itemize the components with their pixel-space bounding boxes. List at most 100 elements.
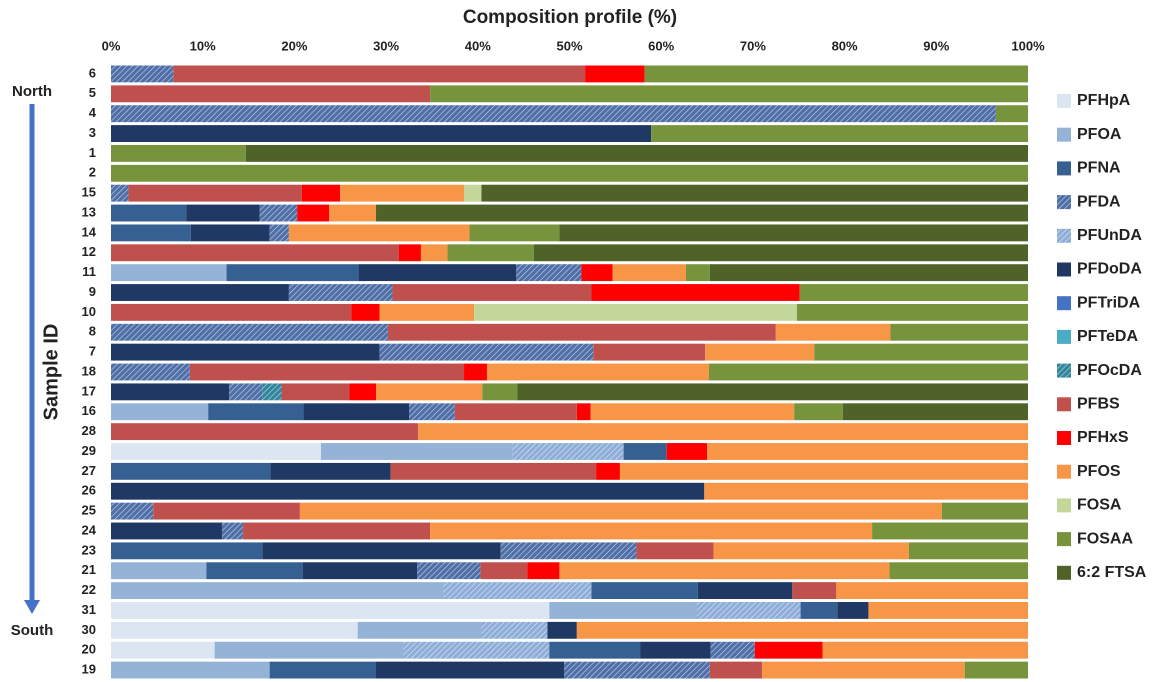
y-tick-label: 29 xyxy=(82,443,96,458)
bar-segment xyxy=(302,562,418,580)
bar-segment xyxy=(612,264,686,282)
bar-segment xyxy=(269,661,377,679)
bar-segment xyxy=(351,303,380,321)
bar-segment xyxy=(111,602,550,619)
y-tick-label: 7 xyxy=(89,344,96,359)
legend-swatch xyxy=(1057,262,1071,277)
bar-segment xyxy=(288,284,393,301)
y-tick-label: 8 xyxy=(89,324,96,339)
bar-segment xyxy=(581,264,613,282)
bar-segment xyxy=(549,602,697,619)
bar-segment xyxy=(259,204,298,222)
bar-segment xyxy=(245,144,1028,162)
bar-segment xyxy=(358,264,517,282)
bar-segment xyxy=(890,323,1028,341)
bar-segment xyxy=(822,641,1028,659)
y-tick-label: 1 xyxy=(89,145,96,160)
bar-segment xyxy=(666,443,708,460)
bar-segment xyxy=(387,323,776,341)
bar-segment xyxy=(173,65,586,83)
bar-segment xyxy=(111,482,705,500)
bar-segment xyxy=(512,443,624,460)
x-tick-label: 100% xyxy=(1011,38,1045,53)
bar-segment xyxy=(651,125,1028,142)
bar-segment xyxy=(585,65,645,83)
bar-segment xyxy=(111,343,380,361)
bar-segment xyxy=(379,343,594,361)
bar-segment xyxy=(111,562,207,580)
bar-segment xyxy=(964,661,1028,679)
bar-segment xyxy=(111,224,191,242)
bar-segment xyxy=(288,224,470,242)
bar-segment xyxy=(517,383,1028,401)
bar-segment xyxy=(591,284,800,301)
bar-segment xyxy=(707,443,1028,460)
legend-label: PFHxS xyxy=(1077,429,1129,446)
bar-segment xyxy=(868,602,1028,619)
legend-swatch xyxy=(1057,94,1071,108)
bar-segment xyxy=(799,284,1028,301)
bar-segment xyxy=(418,423,1028,441)
bar-segment xyxy=(454,403,577,421)
y-tick-label: 22 xyxy=(82,582,96,597)
bar-segment xyxy=(262,383,282,401)
bar-segment xyxy=(111,363,190,381)
bar-segment xyxy=(221,522,244,540)
bar-segment xyxy=(792,582,837,600)
bar-segment xyxy=(111,284,289,301)
bar-segment xyxy=(482,383,518,401)
bar-segment xyxy=(443,582,592,600)
bar-segment xyxy=(796,303,1028,321)
legend-label: FOSAA xyxy=(1077,530,1133,547)
legend-label: PFNA xyxy=(1077,160,1121,177)
bar-segment xyxy=(111,403,209,421)
bar-segment xyxy=(111,105,996,123)
y-tick-label: 3 xyxy=(89,125,96,140)
y-tick-label: 21 xyxy=(82,562,96,577)
y-tick-label: 2 xyxy=(89,165,96,180)
bar-segment xyxy=(111,65,174,83)
legend-label: 6:2 FTSA xyxy=(1077,564,1147,581)
bar-segment xyxy=(111,184,129,202)
bar-segment xyxy=(995,105,1028,123)
bar-segment xyxy=(376,204,1028,222)
bar-segment xyxy=(533,244,1028,262)
legend-swatch xyxy=(1057,228,1071,243)
bar-segment xyxy=(111,621,358,639)
bar-segment xyxy=(349,383,377,401)
legend-label: PFBS xyxy=(1077,396,1120,413)
bar-segment xyxy=(281,383,350,401)
y-tick-label: 5 xyxy=(89,85,96,100)
arrow-head xyxy=(24,600,40,614)
bar-segment xyxy=(636,542,714,560)
bar-segment xyxy=(889,562,1028,580)
y-tick-label: 25 xyxy=(82,503,96,518)
bar-segment xyxy=(464,184,482,202)
legend-swatch xyxy=(1057,532,1071,547)
bar-segment xyxy=(111,144,246,162)
bar-segment xyxy=(549,641,641,659)
bar-segment xyxy=(301,184,341,202)
bar-segment xyxy=(547,621,577,639)
bar-segment xyxy=(775,323,891,341)
bar-segment xyxy=(190,224,270,242)
bar-segment xyxy=(941,502,1028,520)
bar-segment xyxy=(710,641,755,659)
north-label: North xyxy=(12,83,52,100)
bar-segment xyxy=(270,462,391,480)
y-tick-label: 17 xyxy=(82,383,96,398)
bar-segment xyxy=(708,363,1028,381)
y-tick-label: 26 xyxy=(82,483,96,498)
bar-segment xyxy=(299,502,942,520)
bar-segment xyxy=(709,661,763,679)
legend-swatch xyxy=(1057,296,1071,311)
legend-label: PFOcDA xyxy=(1077,362,1142,379)
bar-segment xyxy=(872,522,1028,540)
bar-segment xyxy=(762,661,965,679)
bar-segment xyxy=(111,204,187,222)
bar-segment xyxy=(474,303,797,321)
bar-segment xyxy=(527,562,560,580)
bar-segment xyxy=(481,184,1028,202)
bar-segment xyxy=(644,65,1028,83)
